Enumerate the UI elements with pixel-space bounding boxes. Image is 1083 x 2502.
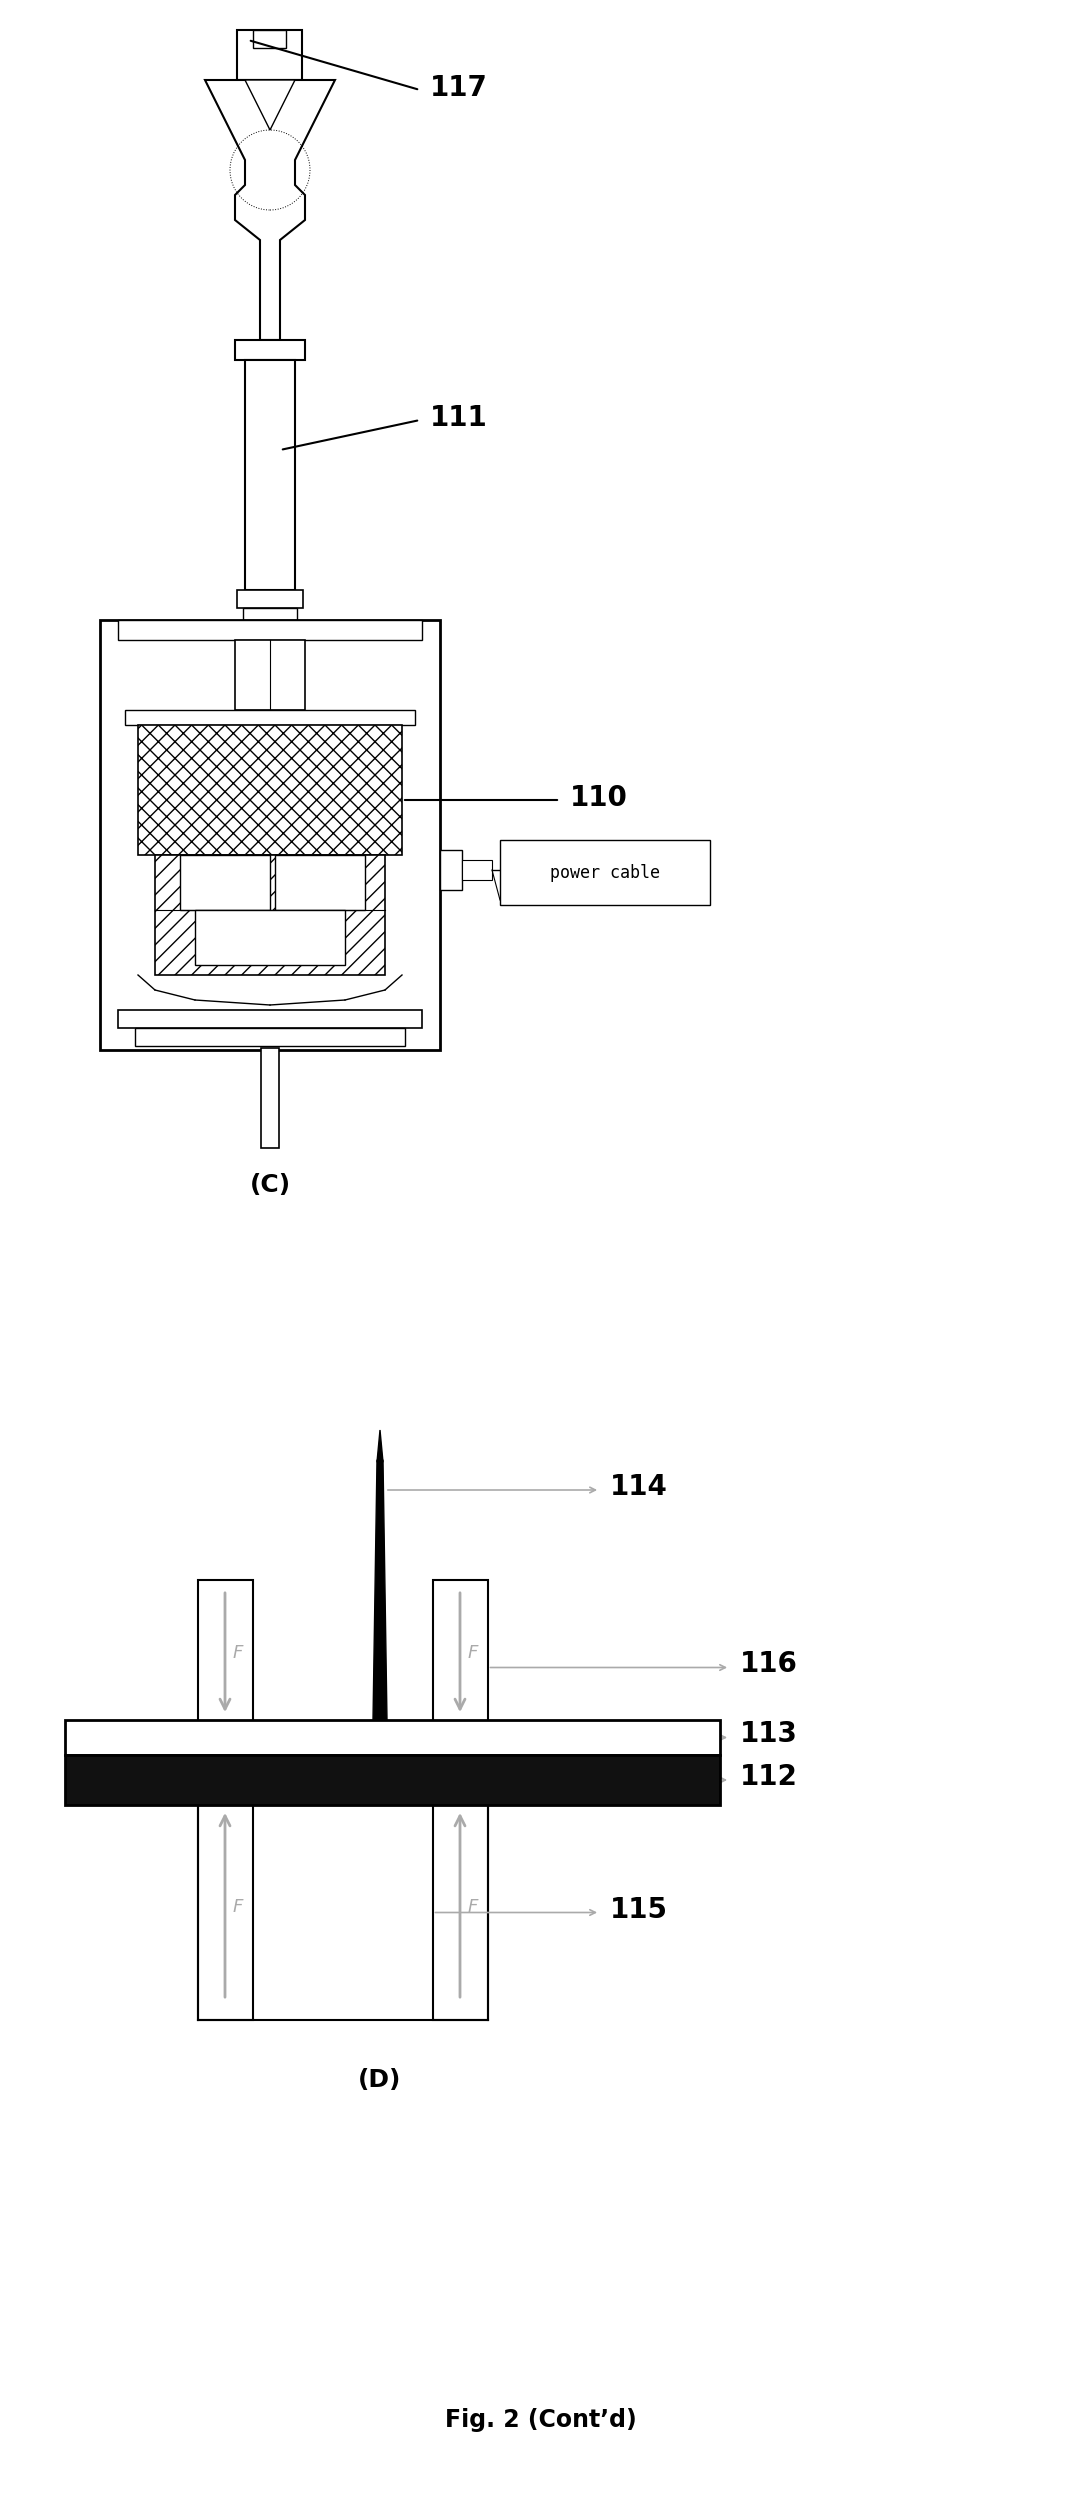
Bar bbox=[275, 856, 365, 911]
Text: power cable: power cable bbox=[550, 863, 660, 881]
Bar bbox=[65, 1719, 720, 1754]
Polygon shape bbox=[373, 1461, 387, 1719]
Bar bbox=[180, 856, 270, 911]
Bar bbox=[135, 1028, 405, 1046]
Text: 117: 117 bbox=[430, 75, 487, 103]
Text: (C): (C) bbox=[249, 1173, 290, 1196]
Bar bbox=[138, 726, 402, 856]
Bar bbox=[197, 1579, 252, 1754]
Bar bbox=[500, 841, 710, 906]
Bar bbox=[235, 340, 305, 360]
Bar bbox=[237, 30, 302, 80]
Text: F: F bbox=[233, 1644, 244, 1661]
Bar bbox=[237, 590, 303, 608]
Bar bbox=[197, 1804, 252, 2019]
Bar bbox=[462, 861, 492, 881]
Text: Fig. 2 (Cont’d): Fig. 2 (Cont’d) bbox=[445, 2407, 637, 2432]
Bar bbox=[195, 911, 345, 966]
Bar bbox=[261, 1048, 279, 1148]
Bar bbox=[125, 711, 415, 726]
Text: 112: 112 bbox=[740, 1764, 798, 1791]
Text: F: F bbox=[233, 1899, 244, 1917]
Text: 113: 113 bbox=[740, 1721, 798, 1749]
Bar bbox=[432, 1579, 487, 1754]
Bar bbox=[100, 620, 440, 1051]
Bar bbox=[253, 30, 286, 48]
Bar bbox=[155, 856, 384, 976]
Polygon shape bbox=[377, 1431, 383, 1461]
Bar bbox=[432, 1804, 487, 2019]
Bar bbox=[440, 851, 462, 891]
Bar bbox=[65, 1754, 720, 1804]
Text: 111: 111 bbox=[430, 403, 487, 433]
Polygon shape bbox=[205, 80, 335, 340]
Text: (D): (D) bbox=[358, 2069, 402, 2092]
Text: F: F bbox=[468, 1899, 479, 1917]
Text: F: F bbox=[468, 1644, 479, 1661]
Bar bbox=[245, 360, 295, 590]
Text: 115: 115 bbox=[610, 1897, 668, 1924]
Text: 116: 116 bbox=[740, 1651, 798, 1679]
Bar bbox=[235, 641, 305, 711]
Bar bbox=[118, 620, 422, 641]
Bar bbox=[118, 1011, 422, 1028]
Text: 110: 110 bbox=[570, 783, 628, 813]
Text: 114: 114 bbox=[610, 1474, 668, 1501]
Polygon shape bbox=[245, 80, 295, 130]
Bar bbox=[243, 608, 297, 620]
